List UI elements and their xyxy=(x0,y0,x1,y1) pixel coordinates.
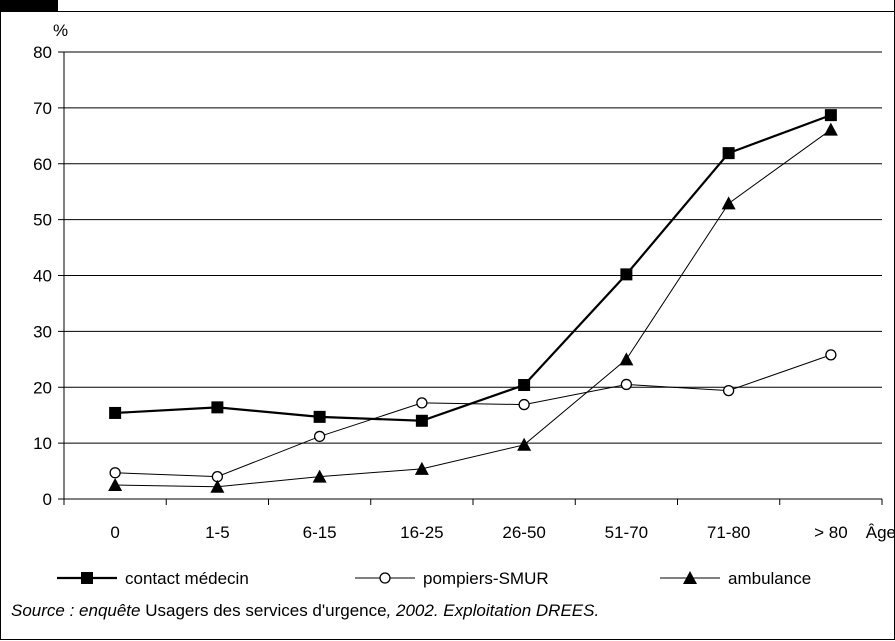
source-label: Source : enquête xyxy=(11,601,141,620)
data-point-contact-medecin xyxy=(109,406,122,419)
data-point-ambulance xyxy=(619,352,634,366)
y-tick-label: 30 xyxy=(33,322,52,341)
y-tick-label: 80 xyxy=(33,43,52,62)
x-tick-label: 0 xyxy=(110,523,119,542)
data-point-ambulance xyxy=(210,479,225,493)
y-tick-label: 10 xyxy=(33,434,52,453)
x-tick-label: > 80 xyxy=(814,523,848,542)
source-survey-name: Usagers des services d'urgence xyxy=(140,601,387,620)
source-details: , 2002. Exploitation DREES. xyxy=(386,601,600,620)
x-tick-label: 16-25 xyxy=(400,523,443,542)
y-tick-label: 60 xyxy=(33,155,52,174)
x-tick-label: 26-50 xyxy=(502,523,545,542)
y-axis-label: % xyxy=(53,21,68,40)
legend-label: pompiers-SMUR xyxy=(423,569,549,588)
x-tick-label: 71-80 xyxy=(707,523,750,542)
series-line-contact-medecin xyxy=(115,114,832,422)
data-point-ambulance xyxy=(517,437,532,451)
data-point-contact-medecin xyxy=(722,147,735,160)
legend-marker xyxy=(81,572,93,584)
data-point-pompiers-smur xyxy=(620,378,633,391)
x-tick-label: 6-15 xyxy=(303,523,337,542)
legend-marker xyxy=(683,571,697,584)
x-tick-label: 1-5 xyxy=(205,523,230,542)
data-point-pompiers-smur xyxy=(722,384,735,397)
data-point-ambulance xyxy=(823,122,838,136)
x-axis-label: Âge xyxy=(866,523,895,542)
y-tick-label: 20 xyxy=(33,378,52,397)
x-tick-label: 51-70 xyxy=(605,523,648,542)
data-point-contact-medecin xyxy=(518,379,531,392)
data-point-pompiers-smur xyxy=(518,398,530,411)
corner-tab xyxy=(0,0,58,12)
data-point-ambulance xyxy=(312,469,327,483)
data-point-ambulance xyxy=(721,196,736,210)
source-note: Source : enquête Usagers des services d'… xyxy=(11,601,599,621)
data-point-contact-medecin xyxy=(211,401,224,414)
frame-top-line xyxy=(58,11,895,12)
y-tick-label: 50 xyxy=(33,211,52,230)
y-tick-label: 40 xyxy=(33,267,52,286)
data-point-ambulance xyxy=(108,478,123,492)
legend-label: ambulance xyxy=(728,569,811,588)
data-point-pompiers-smur xyxy=(313,430,326,443)
y-tick-label: 0 xyxy=(43,490,52,509)
data-point-contact-medecin xyxy=(620,268,633,281)
data-point-pompiers-smur xyxy=(109,467,121,479)
data-point-contact-medecin xyxy=(313,410,326,423)
data-point-pompiers-smur xyxy=(825,349,837,361)
data-point-contact-medecin xyxy=(824,109,837,122)
series-line-pompiers-smur xyxy=(115,354,832,478)
data-point-pompiers-smur xyxy=(416,397,428,409)
data-point-ambulance xyxy=(414,461,429,475)
data-point-contact-medecin xyxy=(415,414,428,427)
legend-marker xyxy=(379,572,391,584)
series-line-ambulance xyxy=(115,129,832,488)
y-tick-label: 70 xyxy=(33,99,52,118)
legend-label: contact médecin xyxy=(125,569,249,588)
